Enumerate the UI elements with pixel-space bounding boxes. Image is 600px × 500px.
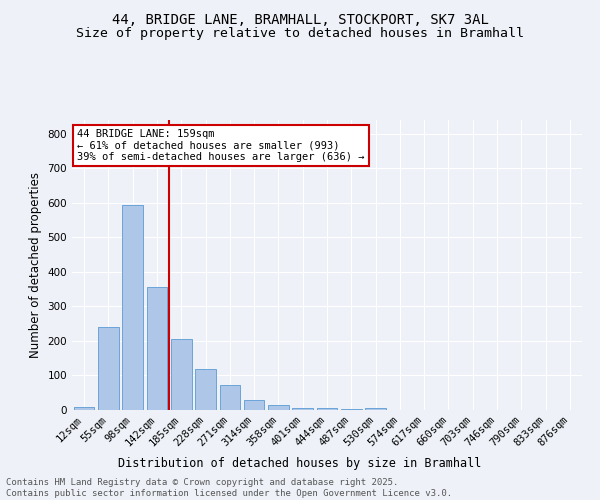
Bar [146, 288, 167, 410]
Text: Distribution of detached houses by size in Bramhall: Distribution of detached houses by size … [118, 458, 482, 470]
Bar [244, 400, 265, 410]
Text: Contains HM Land Registry data © Crown copyright and database right 2025.
Contai: Contains HM Land Registry data © Crown c… [6, 478, 452, 498]
Bar [122, 204, 143, 410]
Text: 44, BRIDGE LANE, BRAMHALL, STOCKPORT, SK7 3AL: 44, BRIDGE LANE, BRAMHALL, STOCKPORT, SK… [112, 12, 488, 26]
Bar [341, 408, 362, 410]
Bar [268, 405, 289, 410]
Bar [98, 327, 119, 410]
Bar [220, 385, 240, 410]
Text: 44 BRIDGE LANE: 159sqm
← 61% of detached houses are smaller (993)
39% of semi-de: 44 BRIDGE LANE: 159sqm ← 61% of detached… [77, 128, 365, 162]
Y-axis label: Number of detached properties: Number of detached properties [29, 172, 42, 358]
Bar [195, 370, 216, 410]
Bar [74, 407, 94, 410]
Text: Size of property relative to detached houses in Bramhall: Size of property relative to detached ho… [76, 28, 524, 40]
Bar [317, 408, 337, 410]
Bar [292, 408, 313, 410]
Bar [171, 339, 191, 410]
Bar [365, 408, 386, 410]
